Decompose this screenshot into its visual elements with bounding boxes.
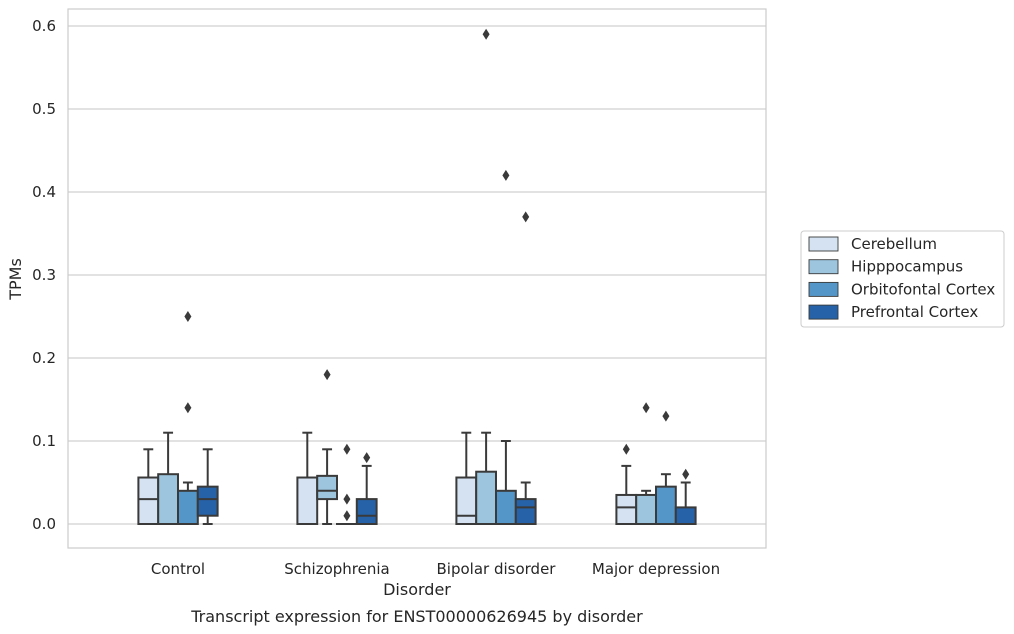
box-body <box>674 506 697 525</box>
box-1-1 <box>316 369 339 525</box>
outlier-point <box>343 443 351 455</box>
box-body <box>296 476 319 525</box>
box-3-3 <box>674 468 697 525</box>
outlier-point <box>662 410 670 422</box>
box-3-2 <box>514 211 537 526</box>
box-body <box>196 485 219 517</box>
y-tick-label: 0.0 <box>32 515 56 533</box>
y-tick-label: 0.4 <box>32 183 56 201</box>
x-tick-labels: Control Schizophrenia Bipolar disorder Majo… <box>151 560 720 578</box>
box-body <box>514 498 537 526</box>
box-0-3 <box>615 443 638 526</box>
box-3-1 <box>355 452 378 526</box>
x-axis-label: Disorder <box>383 580 451 599</box>
box-body <box>316 474 339 501</box>
box-body <box>177 489 199 525</box>
outlier-point <box>642 402 650 414</box>
y-axis-label: TPMs <box>6 258 25 301</box>
box-body <box>475 470 498 525</box>
box-0-0 <box>137 448 160 525</box>
box-body <box>615 493 638 526</box>
legend-swatch <box>808 304 839 320</box>
legend: Cerebellum Hipppocampus Orbitofontal Corte… <box>800 230 1005 328</box>
y-tick-label: 0.2 <box>32 349 56 367</box>
legend-label: Hipppocampus <box>851 258 963 276</box>
outlier-point <box>363 452 371 464</box>
box-1-2 <box>475 28 498 525</box>
legend-swatch <box>808 281 839 297</box>
box-body <box>495 489 517 525</box>
box-body <box>355 498 378 526</box>
gridlines <box>68 25 766 525</box>
outlier-point <box>622 443 630 455</box>
box-body <box>635 493 658 526</box>
box-2-3 <box>655 410 677 525</box>
legend-swatch <box>808 236 839 252</box>
outlier-point <box>522 211 530 223</box>
box-2-0 <box>177 311 199 525</box>
box-0-1 <box>296 431 319 525</box>
outlier-point <box>482 28 490 40</box>
y-tick-label: 0.5 <box>32 100 56 118</box>
legend-label: Cerebellum <box>851 235 937 253</box>
y-tick-label: 0.1 <box>32 432 56 450</box>
box-body <box>655 485 677 525</box>
y-tick-labels: 0.0 0.1 0.2 0.3 0.4 0.5 0.6 <box>32 17 56 533</box>
outlier-point <box>502 169 510 181</box>
legend-label: Orbitofontal Cortex <box>851 280 995 298</box>
outlier-point <box>184 311 192 322</box>
x-tick-label: Control <box>151 560 205 578</box>
box-body <box>137 476 160 525</box>
outlier-point <box>184 402 192 414</box>
legend-label: Prefrontal Cortex <box>851 303 978 321</box>
x-tick-label: Bipolar disorder <box>437 560 557 578</box>
box-0-2 <box>455 431 478 525</box>
box-body <box>455 476 478 525</box>
box-marks <box>137 28 697 526</box>
box-body <box>157 473 179 526</box>
figure-caption: Transcript expression for ENST0000062694… <box>190 607 643 626</box>
legend-frame <box>800 230 1005 328</box>
x-tick-label: Major depression <box>592 560 720 578</box>
outlier-point <box>343 510 351 522</box>
box-2-2 <box>495 169 517 525</box>
box-1-0 <box>157 431 179 526</box>
box-3-0 <box>196 448 219 525</box>
box-2-1 <box>336 443 358 526</box>
outlier-point <box>343 493 351 505</box>
legend-swatch <box>808 259 839 275</box>
outlier-point <box>323 369 331 381</box>
outlier-point <box>682 468 690 480</box>
plot-area-frame <box>67 8 767 549</box>
y-tick-label: 0.6 <box>32 17 56 35</box>
box-1-3 <box>635 402 658 526</box>
y-tick-label: 0.3 <box>32 266 56 284</box>
x-tick-label: Schizophrenia <box>284 560 389 578</box>
